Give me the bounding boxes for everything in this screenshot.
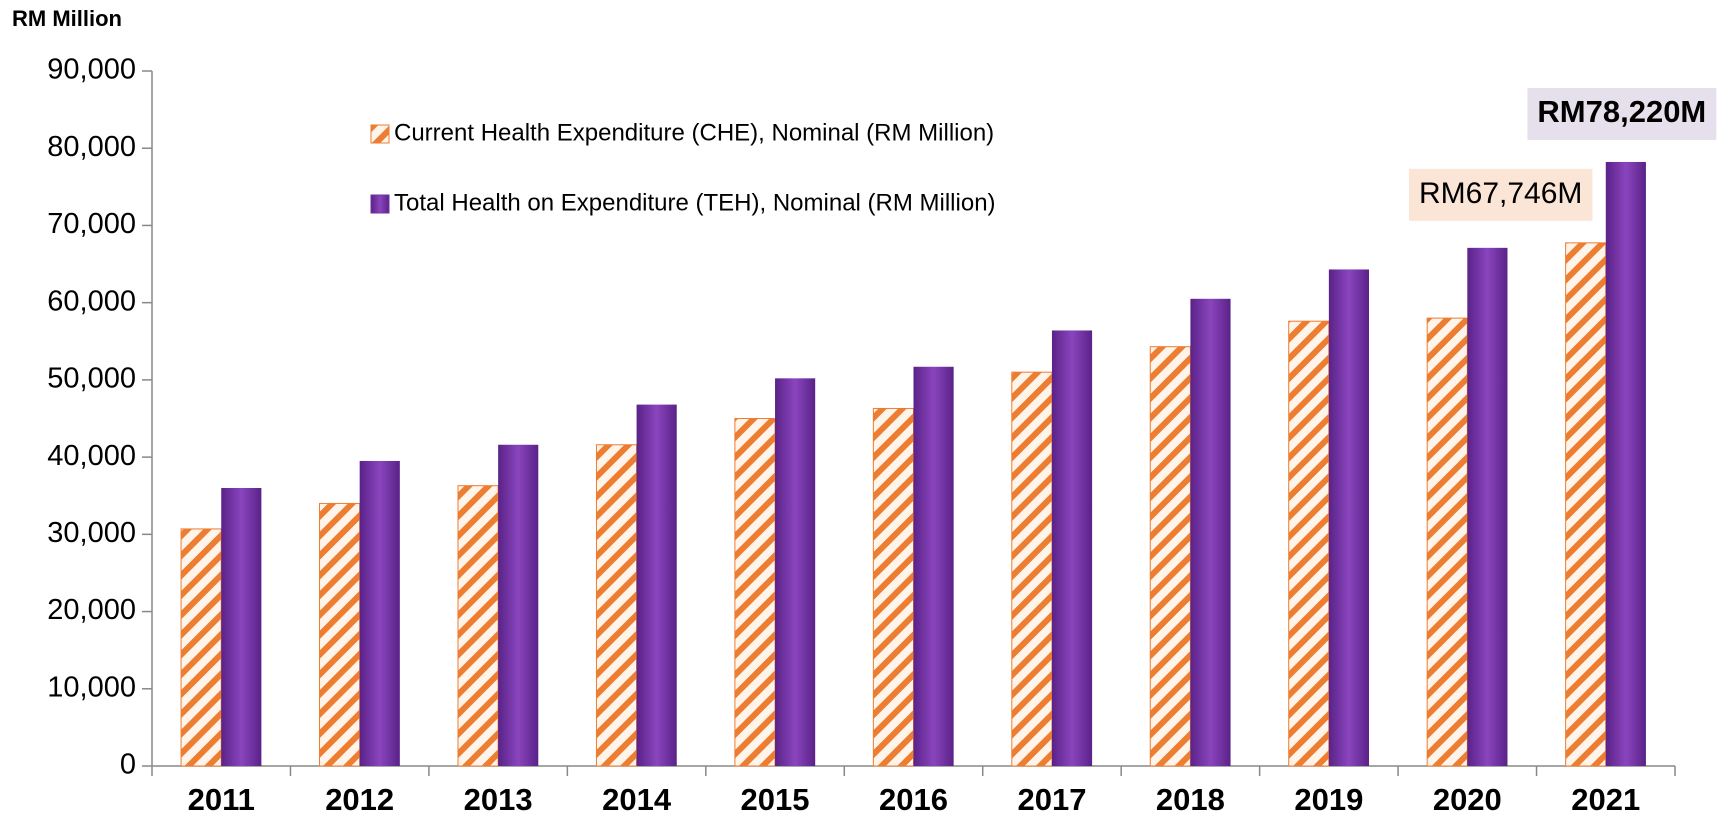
y-tick-label: 50,000 (47, 363, 136, 395)
bar (595, 444, 638, 767)
bar-group (180, 528, 222, 767)
y-tick-label: 60,000 (47, 285, 136, 317)
bar (1149, 346, 1191, 767)
bar (221, 488, 262, 766)
y-tick-label: 70,000 (47, 208, 136, 240)
y-tick-label: 20,000 (47, 594, 136, 626)
bar (180, 528, 222, 767)
bar (775, 378, 816, 766)
x-tick-label: 2017 (1017, 782, 1086, 817)
data-label-box (1527, 87, 1717, 140)
bar (359, 460, 400, 766)
x-tick-label: 2011 (188, 782, 255, 817)
bar-group (1467, 247, 1508, 767)
y-tick-label: 30,000 (47, 517, 136, 549)
bar (1467, 247, 1508, 767)
x-tick-label: 2020 (1433, 782, 1502, 817)
bar-group (1426, 317, 1468, 767)
bar-group (1565, 242, 1607, 767)
legend-swatch (370, 124, 390, 144)
y-tick-label: 10,000 (47, 671, 136, 703)
y-axis-label: RM Million (12, 6, 122, 31)
bar-group (1051, 330, 1093, 766)
legend-label: Total Health on Expenditure (TEH), Nomin… (394, 189, 996, 216)
bar-group (595, 444, 638, 767)
bar-group (1011, 371, 1053, 767)
x-tick-label: 2014 (602, 782, 672, 817)
bar (734, 418, 776, 767)
bar-group (775, 378, 816, 766)
bar-group (872, 407, 915, 767)
bar (319, 502, 361, 767)
bar (1426, 317, 1468, 767)
bar (1051, 330, 1093, 766)
x-tick-label: 2016 (879, 782, 948, 817)
bar-group (319, 502, 361, 767)
bar-group (498, 444, 539, 766)
bar (1011, 371, 1053, 767)
bar (1288, 320, 1330, 767)
bar-group (457, 485, 499, 767)
data-label: RM78,220M (1537, 94, 1706, 129)
bar-group (1288, 320, 1330, 767)
bar (1190, 298, 1231, 766)
x-tick-label: 2012 (325, 782, 394, 817)
bar (1565, 242, 1607, 767)
bar-group (1605, 161, 1646, 766)
data-label: RM67,746M (1419, 177, 1582, 210)
bar (913, 366, 954, 766)
bar-group (636, 404, 677, 766)
x-tick-label: 2019 (1294, 782, 1363, 817)
bar (872, 407, 915, 767)
data-label-box (1408, 168, 1593, 221)
y-tick-label: 0 (120, 749, 136, 781)
y-tick-label: 90,000 (47, 54, 136, 86)
bar-group (1190, 298, 1231, 766)
bar-group (221, 488, 262, 766)
bar (636, 404, 677, 766)
bar-group (359, 460, 400, 766)
bar (498, 444, 539, 766)
y-tick-label: 40,000 (47, 440, 136, 472)
x-tick-label: 2018 (1156, 782, 1225, 817)
bar (1328, 269, 1370, 766)
y-tick-label: 80,000 (47, 131, 136, 163)
bar-group (1149, 346, 1191, 767)
bar (1605, 161, 1646, 766)
legend-swatch (370, 194, 390, 214)
legend-label: Current Health Expenditure (CHE), Nomina… (394, 119, 994, 146)
x-tick-label: 2015 (741, 782, 810, 817)
x-tick-label: 2013 (464, 782, 533, 817)
bar (457, 485, 499, 767)
x-tick-label: 2021 (1571, 782, 1640, 817)
bar-group (1328, 269, 1370, 766)
bar-group (734, 418, 776, 767)
bar-group (913, 366, 954, 766)
